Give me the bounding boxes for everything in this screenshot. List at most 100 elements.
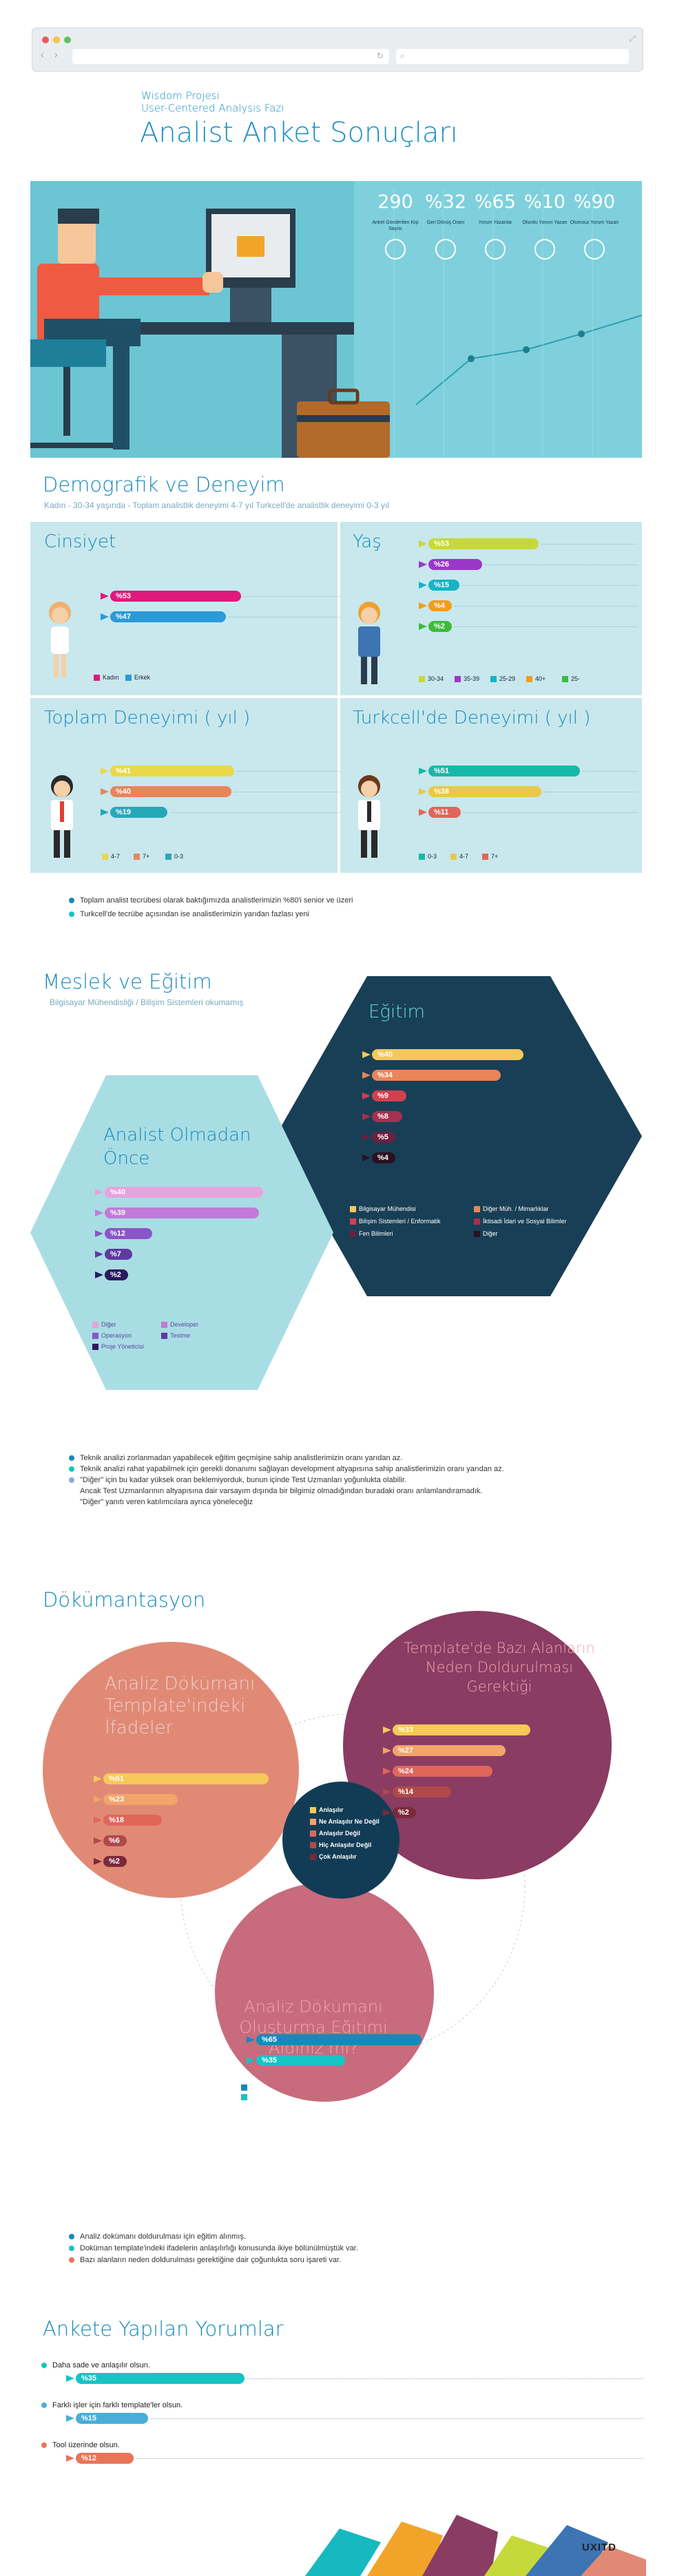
legend-label: Fen Bilimleri bbox=[359, 1230, 393, 1237]
expand-icon[interactable]: ⤢ bbox=[629, 34, 636, 43]
bullet-dot bbox=[69, 2257, 74, 2263]
search-input[interactable]: ⌕ bbox=[396, 49, 629, 64]
frown-icon bbox=[584, 239, 605, 260]
circle-egitim-aldiniz bbox=[215, 1883, 434, 2102]
legend-label: 7+ bbox=[491, 853, 499, 860]
bullet-dot bbox=[69, 1466, 74, 1472]
legend-label: Diğer Müh. / Mimarlıklar bbox=[483, 1205, 549, 1212]
legend-label: 4-7 bbox=[459, 853, 469, 860]
legend-swatch bbox=[474, 1206, 480, 1212]
bar-marker bbox=[101, 613, 109, 620]
bar-guide bbox=[136, 2458, 643, 2459]
meslek-subtitle: Bilgisayar Mühendisliği / Bilişim Sistem… bbox=[50, 997, 244, 1007]
hero-stat: %32 Geri Dönüş Oranı bbox=[419, 191, 472, 260]
legend-label: Bilişim Sistemleri / Enformatik bbox=[359, 1218, 441, 1225]
legend-label: Diğer bbox=[101, 1321, 116, 1328]
dokumantasyon-note: Bazı alanların neden doldurulması gerekt… bbox=[69, 2256, 341, 2264]
hero-stat-label: Yorum Yazanlar bbox=[478, 220, 512, 225]
bar-guide bbox=[464, 812, 638, 813]
legend-swatch bbox=[310, 1819, 316, 1825]
legend-label: 25-29 bbox=[499, 675, 516, 682]
hex-egitim bbox=[276, 976, 642, 1296]
bar-guide bbox=[244, 596, 340, 597]
legend-label: Operasyon bbox=[101, 1332, 132, 1339]
bar-marker bbox=[94, 1796, 102, 1803]
legend-label: 4-7 bbox=[111, 853, 121, 860]
legend-label: Proje Yöneticisi bbox=[101, 1343, 144, 1350]
bar: %6 bbox=[103, 1835, 127, 1846]
bar-marker bbox=[362, 1113, 371, 1120]
bar: %11 bbox=[428, 807, 461, 818]
legend-swatch bbox=[92, 1344, 98, 1350]
bar-marker bbox=[419, 768, 427, 774]
bar-marker bbox=[362, 1072, 371, 1079]
bar: %12 bbox=[105, 1228, 152, 1239]
hero-stat-label: Olumlu Yorum Yazan bbox=[522, 220, 568, 225]
legend-label: Diğer bbox=[483, 1230, 498, 1237]
panel-cinsiyet bbox=[30, 522, 338, 695]
forward-arrow-icon[interactable]: › bbox=[54, 49, 58, 60]
comment-dot bbox=[41, 2403, 47, 2408]
legend-swatch bbox=[350, 1206, 356, 1212]
bar: %51 bbox=[428, 766, 580, 777]
legend-label: 0-3 bbox=[428, 853, 437, 860]
bar-guide bbox=[237, 771, 340, 772]
bar: %26 bbox=[428, 559, 482, 570]
legend-label: Developer bbox=[170, 1321, 199, 1328]
bar-guide bbox=[170, 812, 340, 813]
minimize-dot[interactable] bbox=[53, 36, 60, 43]
hero-stat: %65 Yorum Yazanlar bbox=[469, 191, 521, 260]
legend-label: 0-3 bbox=[174, 853, 184, 860]
bar: %12 bbox=[76, 2453, 134, 2464]
bar-guide bbox=[583, 771, 638, 772]
legend-label: Erkek bbox=[134, 674, 151, 681]
bar: %23 bbox=[103, 1794, 178, 1805]
bar-marker bbox=[383, 1768, 391, 1775]
legend-swatch bbox=[161, 1333, 167, 1339]
bar: %2 bbox=[103, 1856, 127, 1867]
legend-label: Çok Anlaşılır bbox=[319, 1853, 357, 1860]
man-figure-2 bbox=[51, 775, 73, 858]
bar-marker bbox=[419, 602, 427, 609]
maximize-dot[interactable] bbox=[64, 36, 71, 43]
bar: %9 bbox=[372, 1090, 406, 1101]
legend-swatch bbox=[350, 1218, 356, 1225]
hero-stat-value: %90 bbox=[573, 191, 615, 213]
legend-label: 35-39 bbox=[464, 675, 480, 682]
bullet-dot bbox=[69, 898, 74, 904]
hero-stat: %10 Olumlu Yorum Yazan bbox=[519, 191, 571, 260]
reload-icon[interactable]: ↻ bbox=[376, 51, 384, 61]
hero-stat: %90 Olumsuz Yorum Yazan bbox=[568, 191, 621, 260]
close-dot[interactable] bbox=[42, 36, 49, 43]
bar-marker bbox=[419, 623, 427, 630]
bullet-dot bbox=[69, 1477, 74, 1484]
legend-swatch bbox=[419, 676, 425, 682]
hero-banner bbox=[30, 181, 642, 458]
url-bar[interactable]: ↻ bbox=[72, 49, 389, 64]
bar-marker bbox=[419, 561, 427, 568]
legend-swatch bbox=[241, 2084, 247, 2091]
bar-guide bbox=[462, 585, 638, 586]
bar: %8 bbox=[372, 1111, 402, 1122]
back-arrow-icon[interactable]: ‹ bbox=[41, 49, 44, 60]
bar-marker bbox=[66, 2375, 74, 2382]
bar-marker bbox=[94, 1775, 102, 1782]
bar-marker bbox=[95, 1271, 103, 1278]
chart-title-template-ifadeler: Analiz Dökümanı Template'indeki İfadeler bbox=[105, 1674, 256, 1738]
demografi-title: Demografik ve Deneyim bbox=[43, 473, 285, 496]
people-icon bbox=[385, 239, 406, 260]
bar: %27 bbox=[393, 1745, 506, 1756]
legend-swatch bbox=[102, 854, 108, 860]
hero-stat-value: %10 bbox=[523, 191, 565, 213]
legend-label: 30-34 bbox=[428, 675, 444, 682]
legend-swatch bbox=[450, 854, 457, 860]
man-figure-3 bbox=[358, 775, 380, 858]
bar: %15 bbox=[428, 580, 459, 591]
bar: %2 bbox=[428, 621, 452, 632]
bar: %19 bbox=[110, 807, 167, 818]
bar: %53 bbox=[110, 591, 241, 602]
chart-title-egitim: Eğitim bbox=[368, 1002, 425, 1022]
bar: %14 bbox=[393, 1786, 451, 1797]
search-icon: ⌕ bbox=[400, 51, 405, 61]
comment-text: Farklı işler için farklı template'ler ol… bbox=[52, 2401, 183, 2409]
